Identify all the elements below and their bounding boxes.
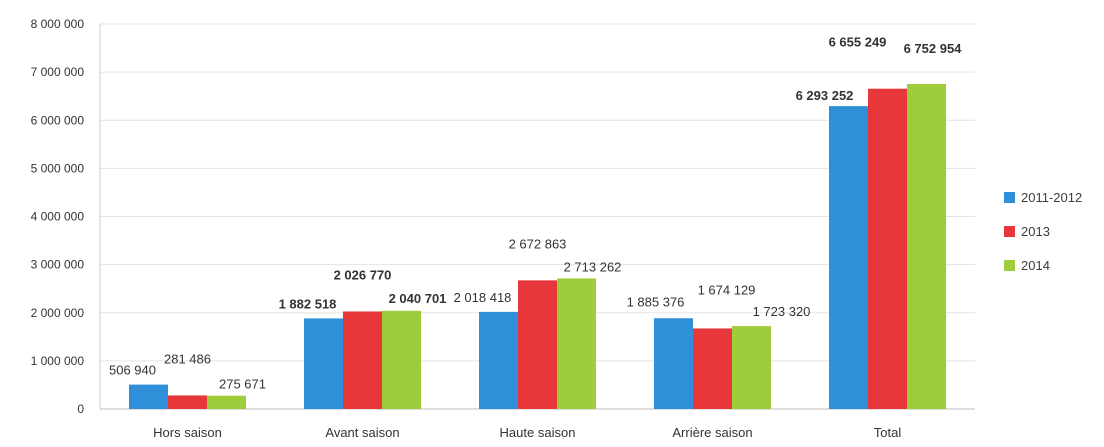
data-label: 1 723 320 [753,304,811,319]
bar [654,318,693,409]
x-tick-label: Arrière saison [672,425,752,440]
data-label: 2 672 863 [509,236,567,251]
bar [382,310,421,409]
bar [479,311,518,409]
data-label: 281 486 [164,351,211,366]
y-tick-label: 1 000 000 [31,354,85,368]
y-tick-label: 5 000 000 [31,161,85,175]
data-label: 2 026 770 [334,267,392,282]
data-label: 2 018 418 [454,290,512,305]
x-tick-label: Haute saison [500,425,576,440]
data-label: 1 885 376 [627,294,685,309]
y-tick-label: 8 000 000 [31,17,85,31]
y-tick-label: 0 [77,402,84,416]
legend-item-2013: 2013 [1004,222,1104,241]
bar [868,88,907,410]
data-label: 6 655 249 [829,35,887,50]
y-tick-label: 6 000 000 [31,113,85,127]
legend: 2011-2012 2013 2014 [1004,188,1104,290]
bar [168,395,207,409]
legend-swatch [1004,226,1015,237]
bar [907,84,946,409]
bar [732,326,771,409]
data-label: 1 882 518 [279,296,337,311]
data-label: 506 940 [109,363,156,378]
legend-swatch [1004,260,1015,271]
data-label: 275 671 [219,377,266,392]
bar [343,311,382,409]
y-tick-label: 3 000 000 [31,258,85,272]
legend-item-2011-2012: 2011-2012 [1004,188,1104,207]
y-tick-label: 4 000 000 [31,210,85,224]
bar [304,318,343,409]
x-tick-label: Total [874,425,902,440]
data-label: 2 713 262 [564,259,622,274]
x-tick-label: Avant saison [325,425,399,440]
y-tick-label: 2 000 000 [31,306,85,320]
bar [829,106,868,410]
bar [207,395,246,409]
legend-label: 2011-2012 [1021,190,1083,205]
legend-item-2014: 2014 [1004,256,1104,275]
data-label: 6 752 954 [904,41,963,56]
bar [557,278,596,409]
data-label: 6 293 252 [796,88,854,103]
bar [518,280,557,409]
data-label: 2 040 701 [389,291,447,306]
data-label: 1 674 129 [698,282,756,297]
legend-label: 2014 [1021,258,1050,273]
y-tick-label: 7 000 000 [31,65,85,79]
bar [129,384,168,409]
legend-label: 2013 [1021,224,1050,239]
x-tick-label: Hors saison [153,425,222,440]
legend-swatch [1004,192,1015,203]
bar [693,328,732,409]
